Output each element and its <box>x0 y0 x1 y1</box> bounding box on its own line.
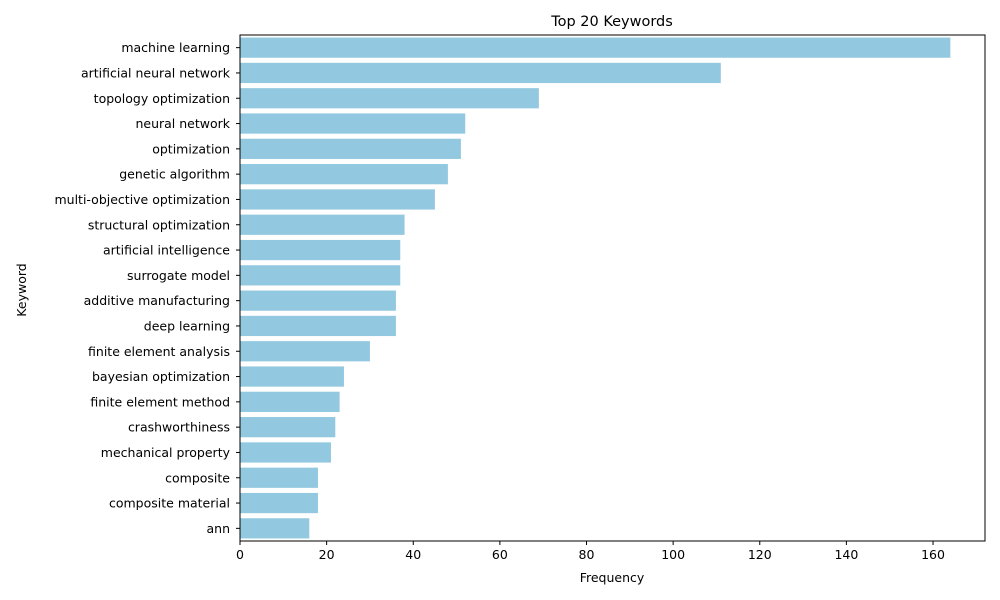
y-tick-label: artificial intelligence <box>103 243 230 258</box>
x-axis-ticks: 0 20 40 60 80 100 120 140 160 <box>236 541 945 562</box>
y-tick-label: surrogate model <box>127 268 230 283</box>
y-tick-label: optimization <box>152 141 230 156</box>
x-tick-label: 20 <box>319 547 335 562</box>
y-tick-label: composite <box>165 470 230 485</box>
y-tick-label: bayesian optimization <box>92 369 230 384</box>
bar <box>240 37 951 58</box>
y-axis-label: Keyword <box>14 263 29 316</box>
y-tick-label: topology optimization <box>94 91 230 106</box>
bar <box>240 88 539 109</box>
y-tick-label: artificial neural network <box>81 65 231 80</box>
y-tick-label: crashworthiness <box>128 420 230 435</box>
chart-title: Top 20 Keywords <box>550 14 673 30</box>
bar <box>240 62 721 84</box>
x-tick-label: 60 <box>492 547 508 562</box>
x-axis-label: Frequency <box>580 570 645 585</box>
bar <box>240 391 340 412</box>
x-tick-label: 40 <box>405 547 421 562</box>
y-tick-label: ann <box>206 521 230 536</box>
x-tick-label: 160 <box>921 547 945 562</box>
bar <box>240 442 331 463</box>
y-tick-label: additive manufacturing <box>84 293 230 308</box>
bar <box>240 265 401 286</box>
bar <box>240 518 310 539</box>
bar <box>240 315 396 337</box>
bar <box>240 492 318 514</box>
bar <box>240 239 401 261</box>
x-tick-label: 80 <box>579 547 595 562</box>
bar <box>240 341 370 362</box>
y-tick-label: composite material <box>109 496 230 511</box>
bar <box>240 113 466 134</box>
bars-group <box>240 37 951 539</box>
y-tick-label: finite element method <box>90 394 230 409</box>
y-tick-label: finite element analysis <box>88 344 230 359</box>
bar <box>240 290 396 311</box>
y-tick-label: genetic algorithm <box>119 167 230 182</box>
y-tick-label: deep learning <box>144 318 230 333</box>
bar <box>240 417 336 438</box>
y-tick-label: neural network <box>135 116 230 131</box>
bar <box>240 189 435 210</box>
x-tick-label: 0 <box>236 547 244 562</box>
x-tick-label: 100 <box>661 547 685 562</box>
y-tick-label: mechanical property <box>101 445 231 460</box>
plot-frame <box>239 34 986 542</box>
bar <box>240 467 318 488</box>
bar <box>240 214 405 235</box>
y-axis-ticks: machine learning artificial neural networ… <box>54 40 240 536</box>
bar <box>240 138 461 159</box>
y-tick-label: machine learning <box>121 40 230 55</box>
x-tick-label: 120 <box>748 547 772 562</box>
bar <box>240 164 448 185</box>
y-tick-label: multi-objective optimization <box>54 192 230 207</box>
bar <box>240 366 344 387</box>
y-tick-label: structural optimization <box>88 217 230 232</box>
x-tick-label: 140 <box>834 547 858 562</box>
